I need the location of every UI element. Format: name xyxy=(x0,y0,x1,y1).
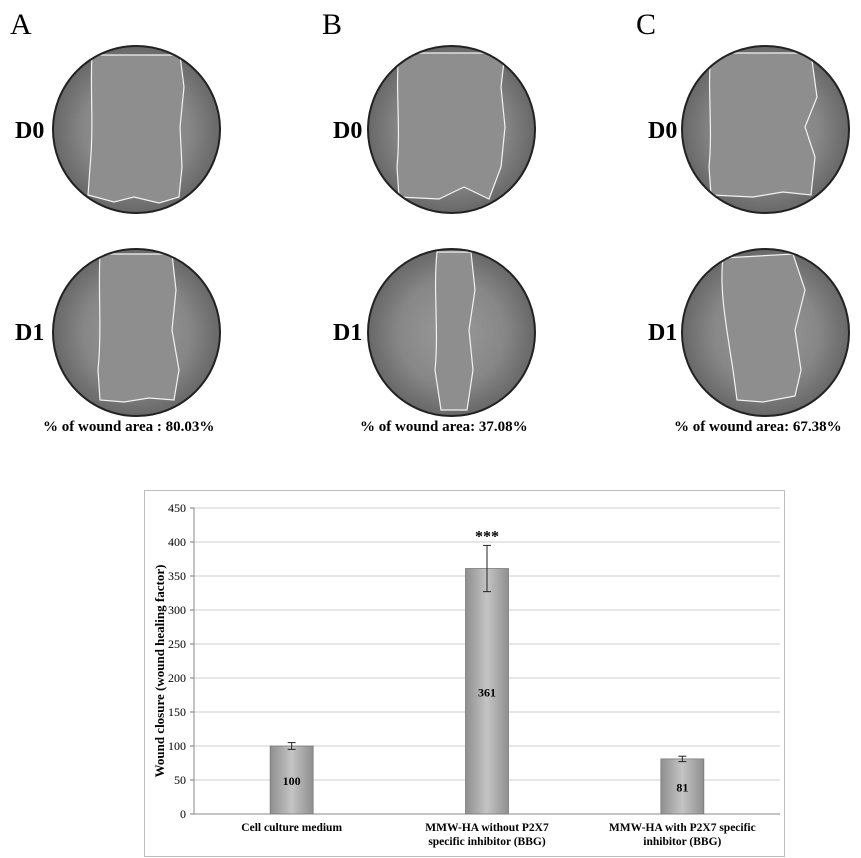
y-tick-label: 50 xyxy=(174,773,186,787)
x-category-label: MMW-HA with P2X7 specific xyxy=(609,822,756,834)
panel-a-letter: A xyxy=(10,8,32,41)
wound-closure-chart: 0 50 100 150 200 250 300 350 400 450 100 Cell cultu… xyxy=(144,490,785,857)
y-tick-label: 250 xyxy=(168,637,186,651)
y-axis-label: Wound closure (wound healing factor) xyxy=(152,565,167,778)
y-tick-label: 150 xyxy=(168,705,186,719)
y-tick-label: 350 xyxy=(168,569,186,583)
panel-c-d0-label: D0 xyxy=(648,118,678,144)
bar xyxy=(269,745,314,815)
panel-b-d1-label: D1 xyxy=(333,320,363,346)
x-category-label: Cell culture medium xyxy=(241,822,342,834)
panel-b-letter: B xyxy=(322,8,343,41)
panel-b-caption: % of wound area: 37.08% xyxy=(360,419,528,435)
panel-c-d0-micrograph xyxy=(681,45,850,214)
x-category-label: inhibitor (BBG) xyxy=(643,836,721,848)
wound-outline xyxy=(396,52,506,200)
panel-a-d1-micrograph xyxy=(52,248,221,417)
bar-data-label: 81 xyxy=(676,780,688,794)
wound-outline xyxy=(434,251,476,411)
wound-outline xyxy=(708,52,818,198)
wound-outline xyxy=(721,253,806,403)
bar xyxy=(660,758,705,815)
y-tick-label: 450 xyxy=(168,501,186,515)
wound-outline xyxy=(97,253,180,403)
y-tick-label: 100 xyxy=(168,739,186,753)
panel-c-caption: % of wound area: 67.38% xyxy=(674,419,842,435)
panel-b-d0-label: D0 xyxy=(333,118,363,144)
y-tick-label: 0 xyxy=(180,807,186,821)
bar xyxy=(465,568,509,815)
panel-b-d1-micrograph xyxy=(367,248,536,417)
panel-a-caption: % of wound area : 80.03% xyxy=(43,419,215,435)
bar-data-label: 361 xyxy=(478,685,496,699)
panel-a-d1-label: D1 xyxy=(15,320,45,346)
panel-c-d1-label: D1 xyxy=(648,320,678,346)
chart-svg: 0 50 100 150 200 250 300 350 400 450 100 Cell cultu… xyxy=(152,501,780,848)
panel-b-d0-micrograph xyxy=(367,45,536,214)
y-tick-label: 400 xyxy=(168,535,186,549)
wound-outline xyxy=(87,54,185,204)
y-tick-label: 200 xyxy=(168,671,186,685)
x-category-label: MMW-HA without P2X7 xyxy=(425,822,549,834)
panel-c-d1-micrograph xyxy=(681,248,850,417)
panel-c-letter: C xyxy=(636,8,657,41)
panel-a-d0-label: D0 xyxy=(15,118,45,144)
y-tick-label: 300 xyxy=(168,603,186,617)
bar-data-label: 100 xyxy=(283,774,301,788)
panel-a-d0-micrograph xyxy=(52,45,221,214)
x-category-label: specific inhibitor (BBG) xyxy=(428,836,546,848)
significance-annotation: *** xyxy=(475,528,499,545)
